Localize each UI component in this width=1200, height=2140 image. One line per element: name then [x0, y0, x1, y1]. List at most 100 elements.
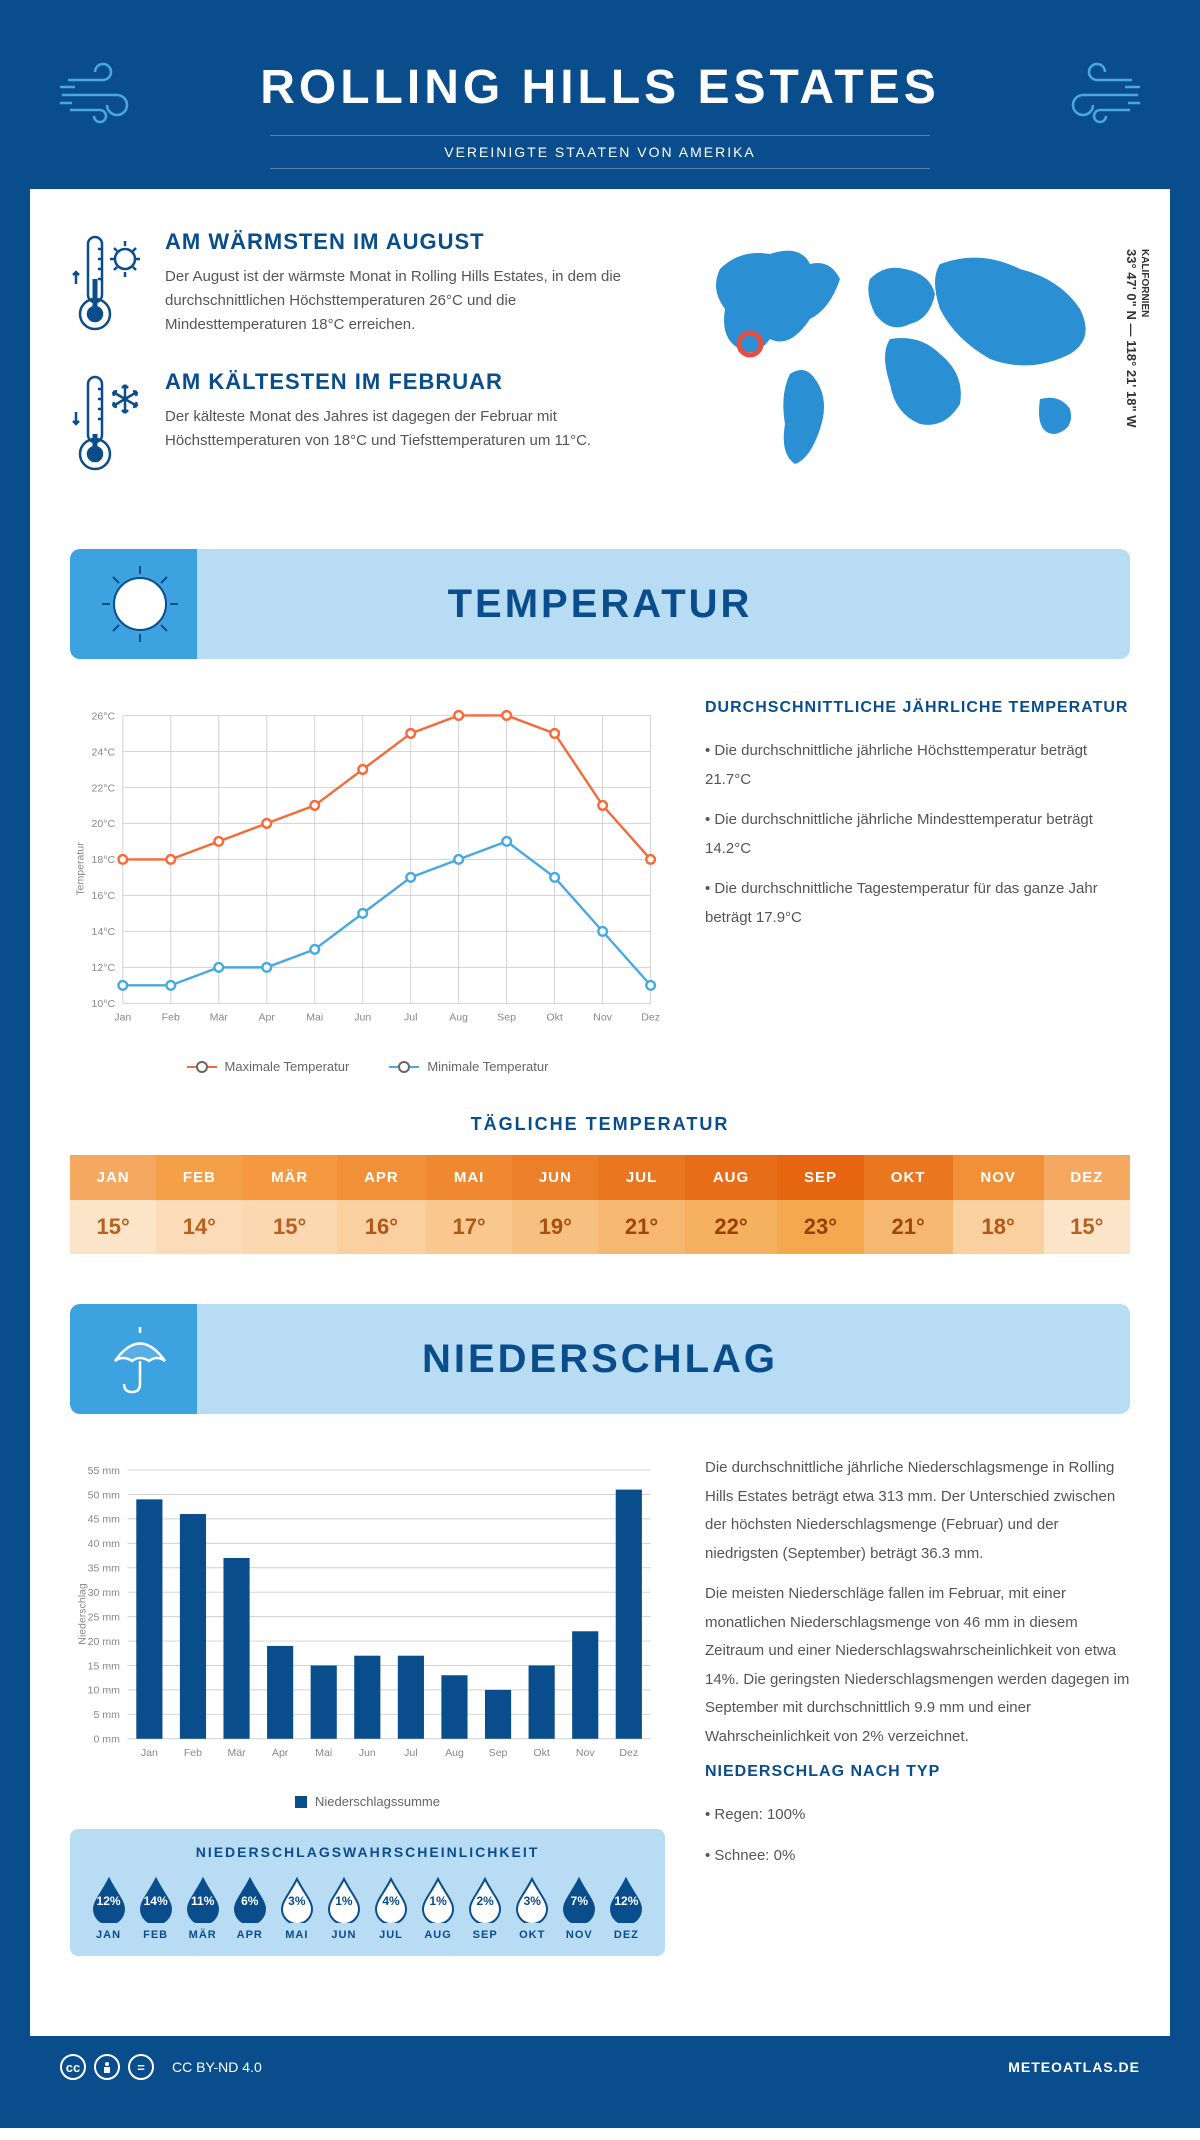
- precip-p1: Die durchschnittliche jährliche Niedersc…: [705, 1454, 1130, 1568]
- svg-text:40 mm: 40 mm: [88, 1538, 120, 1550]
- subtitle: VEREINIGTE STAATEN VON AMERIKA: [270, 135, 930, 169]
- warmest-fact: AM WÄRMSTEN IM AUGUST Der August ist der…: [70, 229, 640, 339]
- svg-text:50 mm: 50 mm: [88, 1489, 120, 1501]
- svg-text:55 mm: 55 mm: [88, 1465, 120, 1477]
- svg-text:15 mm: 15 mm: [88, 1660, 120, 1672]
- facts-column: AM WÄRMSTEN IM AUGUST Der August ist der…: [70, 229, 640, 509]
- daily-temp-title: TÄGLICHE TEMPERATUR: [70, 1114, 1130, 1135]
- svg-text:Okt: Okt: [533, 1747, 549, 1759]
- temp-cell: 15°: [70, 1200, 156, 1254]
- daily-temp-table: JANFEBMÄRAPRMAIJUNJULAUGSEPOKTNOVDEZ 15°…: [70, 1155, 1130, 1254]
- lon: 118° 21' 18" W: [1124, 340, 1139, 427]
- svg-text:Jun: Jun: [354, 1012, 371, 1024]
- drop-item: 7% NOV: [556, 1875, 603, 1941]
- precip-title: NIEDERSCHLAG: [422, 1337, 778, 1382]
- temp-cell: 14°: [156, 1200, 242, 1254]
- cold-title: AM KÄLTESTEN IM FEBRUAR: [165, 369, 640, 395]
- prob-title: NIEDERSCHLAGSWAHRSCHEINLICHKEIT: [85, 1844, 650, 1860]
- svg-text:Niederschlag: Niederschlag: [76, 1583, 88, 1645]
- svg-text:Jan: Jan: [114, 1012, 131, 1024]
- svg-text:30 mm: 30 mm: [88, 1587, 120, 1599]
- map-area: KALIFORNIEN 33° 47' 0" N — 118° 21' 18" …: [680, 229, 1130, 509]
- probability-box: NIEDERSCHLAGSWAHRSCHEINLICHKEIT 12% JAN …: [70, 1829, 665, 1956]
- temp-bullet: Die durchschnittliche jährliche Mindestt…: [705, 806, 1130, 863]
- svg-text:16°C: 16°C: [92, 890, 116, 902]
- precip-info: Die durchschnittliche jährliche Niedersc…: [705, 1454, 1130, 1956]
- svg-text:Jan: Jan: [141, 1747, 158, 1759]
- drop-item: 1% AUG: [415, 1875, 462, 1941]
- month-header: OKT: [864, 1155, 953, 1200]
- month-header: MÄR: [242, 1155, 336, 1200]
- license-text: CC BY-ND 4.0: [172, 2059, 262, 2075]
- temp-cell: 17°: [426, 1200, 512, 1254]
- precip-chart-row: 0 mm5 mm10 mm15 mm20 mm25 mm30 mm35 mm40…: [70, 1454, 1130, 1956]
- infographic-page: ROLLING HILLS ESTATES VEREINIGTE STAATEN…: [0, 0, 1200, 2128]
- svg-text:Nov: Nov: [593, 1012, 612, 1024]
- sun-icon: [100, 564, 180, 644]
- temp-line-chart: 10°C12°C14°C16°C18°C20°C22°C24°C26°CJanF…: [70, 699, 665, 1074]
- svg-text:Sep: Sep: [489, 1747, 508, 1759]
- svg-text:26°C: 26°C: [92, 710, 116, 722]
- svg-text:22°C: 22°C: [92, 782, 116, 794]
- svg-text:Aug: Aug: [445, 1747, 464, 1759]
- temp-legend: .legend-line:before{border-color:inherit…: [70, 1059, 665, 1074]
- drop-item: 2% SEP: [462, 1875, 509, 1941]
- svg-text:Feb: Feb: [162, 1012, 180, 1024]
- svg-text:Aug: Aug: [449, 1012, 468, 1024]
- svg-text:Mai: Mai: [306, 1012, 323, 1024]
- footer: cc = CC BY-ND 4.0 METEOATLAS.DE: [30, 2036, 1170, 2098]
- content: AM WÄRMSTEN IM AUGUST Der August ist der…: [30, 189, 1170, 2036]
- svg-text:20°C: 20°C: [92, 818, 116, 830]
- drop-item: 3% OKT: [509, 1875, 556, 1941]
- svg-text:Apr: Apr: [259, 1012, 276, 1024]
- month-header: DEZ: [1044, 1155, 1130, 1200]
- svg-text:Apr: Apr: [272, 1747, 289, 1759]
- temp-cell: 21°: [598, 1200, 684, 1254]
- svg-text:Nov: Nov: [576, 1747, 595, 1759]
- precip-snow: Schnee: 0%: [705, 1842, 1130, 1871]
- svg-text:Temperatur: Temperatur: [74, 842, 86, 896]
- svg-text:25 mm: 25 mm: [88, 1611, 120, 1623]
- svg-text:14°C: 14°C: [92, 926, 116, 938]
- month-header: AUG: [685, 1155, 778, 1200]
- svg-text:10 mm: 10 mm: [88, 1685, 120, 1697]
- month-header: JAN: [70, 1155, 156, 1200]
- drop-item: 1% JUN: [320, 1875, 367, 1941]
- month-header: APR: [337, 1155, 426, 1200]
- drop-item: 12% JAN: [85, 1875, 132, 1941]
- svg-text:Feb: Feb: [184, 1747, 202, 1759]
- svg-text:12°C: 12°C: [92, 962, 116, 974]
- temp-cell: 21°: [864, 1200, 953, 1254]
- temp-chart-row: 10°C12°C14°C16°C18°C20°C22°C24°C26°CJanF…: [70, 699, 1130, 1074]
- temp-cell: 18°: [953, 1200, 1044, 1254]
- header: ROLLING HILLS ESTATES VEREINIGTE STAATEN…: [30, 30, 1170, 189]
- svg-text:Jun: Jun: [359, 1747, 376, 1759]
- lat: 33° 47' 0" N: [1124, 249, 1139, 320]
- temp-section-header: TEMPERATUR: [70, 549, 1130, 659]
- temp-title: TEMPERATUR: [448, 582, 753, 627]
- umbrella-icon: [100, 1319, 180, 1399]
- svg-text:Sep: Sep: [497, 1012, 516, 1024]
- precip-legend: Niederschlagssumme: [70, 1794, 665, 1809]
- by-icon: [94, 2054, 120, 2080]
- month-header: JUN: [512, 1155, 598, 1200]
- temp-cell: 23°: [777, 1200, 863, 1254]
- svg-text:35 mm: 35 mm: [88, 1563, 120, 1575]
- wind-icon: [1050, 60, 1140, 130]
- svg-text:Dez: Dez: [641, 1012, 660, 1024]
- svg-text:20 mm: 20 mm: [88, 1636, 120, 1648]
- precip-type-title: NIEDERSCHLAG NACH TYP: [705, 1763, 1130, 1781]
- warm-text: Der August ist der wärmste Monat in Roll…: [165, 265, 640, 337]
- svg-text:Mai: Mai: [315, 1747, 332, 1759]
- license: cc = CC BY-ND 4.0: [60, 2054, 262, 2080]
- svg-text:0 mm: 0 mm: [94, 1734, 121, 1746]
- drop-item: 3% MAI: [273, 1875, 320, 1941]
- svg-text:Dez: Dez: [619, 1747, 638, 1759]
- drop-item: 6% APR: [226, 1875, 273, 1941]
- svg-text:45 mm: 45 mm: [88, 1514, 120, 1526]
- month-header: JUL: [598, 1155, 684, 1200]
- legend-min: Minimale Temperatur: [389, 1059, 548, 1074]
- site-name: METEOATLAS.DE: [1008, 2059, 1140, 2075]
- cold-text: Der kälteste Monat des Jahres ist dagege…: [165, 405, 640, 453]
- precip-rain: Regen: 100%: [705, 1801, 1130, 1830]
